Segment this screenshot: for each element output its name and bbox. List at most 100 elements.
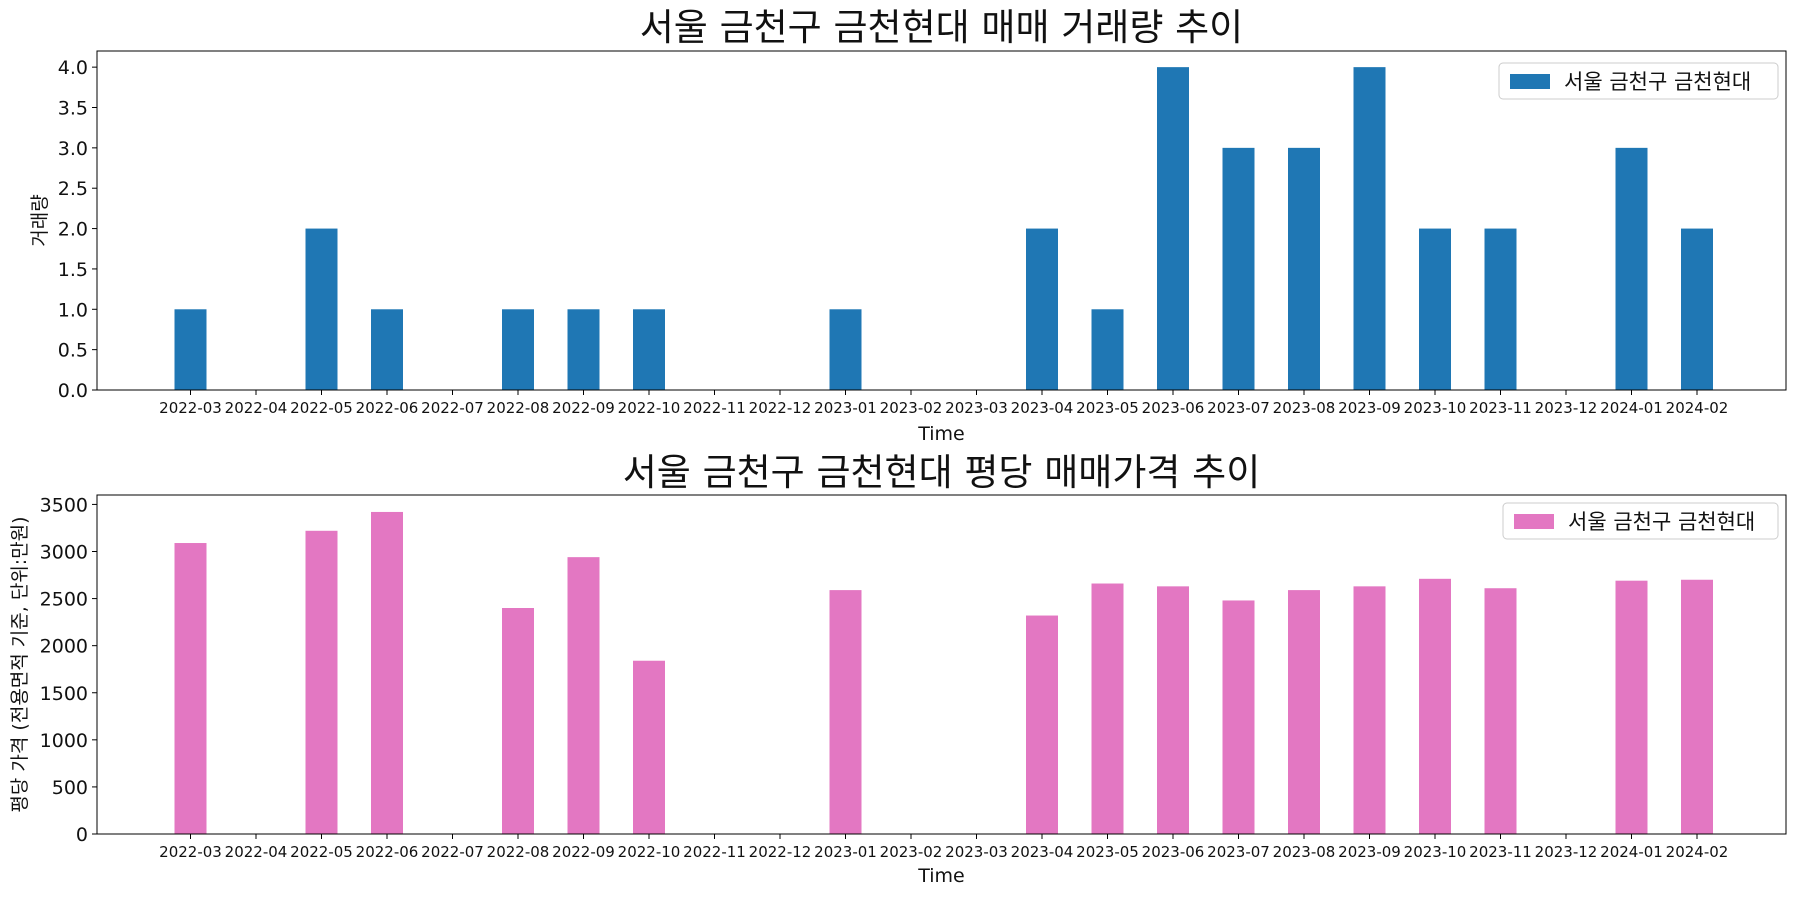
x-tick-label: 2022-03	[159, 843, 222, 861]
bar-2022-06	[371, 511, 403, 834]
x-tick-label: 2023-04	[1011, 399, 1074, 417]
y-tick-label: 2.5	[58, 178, 88, 200]
x-tick-label: 2023-09	[1338, 399, 1401, 417]
x-tick-label: 2022-12	[749, 843, 812, 861]
bar-2023-10	[1419, 228, 1451, 390]
x-tick-label: 2023-11	[1469, 399, 1532, 417]
x-axis-label: Time	[917, 865, 965, 887]
x-tick-label: 2022-07	[421, 843, 484, 861]
x-tick-label: 2022-11	[683, 843, 746, 861]
x-tick-label: 2023-08	[1273, 843, 1336, 861]
x-tick-label: 2022-05	[290, 399, 353, 417]
bar-2022-05	[305, 530, 338, 834]
chart-title: 서울 금천구 금천현대 평당 매매가격 추이	[623, 451, 1261, 494]
y-tick-label: 3.5	[58, 98, 88, 120]
y-tick-label: 3.0	[58, 138, 88, 160]
bar-2022-03	[174, 543, 207, 834]
bar-2023-05	[1091, 309, 1124, 390]
legend: 서울 금천구 금천현대	[1502, 502, 1779, 540]
x-tick-label: 2023-07	[1207, 843, 1270, 861]
x-tick-label: 2023-03	[945, 843, 1008, 861]
y-tick-label: 1500	[40, 683, 88, 705]
x-tick-label: 2023-12	[1535, 843, 1598, 861]
x-tick-label: 2022-08	[487, 843, 550, 861]
y-tick-label: 3000	[40, 542, 88, 564]
x-tick-label: 2023-02	[880, 399, 943, 417]
bar-2023-07	[1222, 600, 1255, 834]
x-tick-label: 2022-04	[225, 399, 288, 417]
y-tick-label: 1.5	[58, 259, 88, 281]
y-tick-label: 0	[76, 824, 88, 846]
x-tick-label: 2023-12	[1535, 399, 1598, 417]
x-tick-label: 2023-11	[1469, 843, 1532, 861]
x-tick-label: 2022-04	[225, 843, 288, 861]
y-axis-label: 평당 가격 (전용면적 기준, 단위:만원)	[9, 516, 31, 812]
x-tick-label: 2024-01	[1600, 399, 1663, 417]
x-tick-label: 2023-06	[1142, 843, 1205, 861]
bar-2023-10	[1419, 578, 1451, 834]
bar-2022-09	[567, 309, 600, 390]
bar-2022-10	[633, 309, 665, 390]
legend-box	[1498, 62, 1779, 100]
bar-2023-09	[1353, 67, 1386, 391]
x-tick-label: 2023-01	[814, 843, 877, 861]
chart-title: 서울 금천구 금천현대 매매 거래량 추이	[640, 6, 1243, 49]
x-tick-label: 2023-03	[945, 399, 1008, 417]
x-tick-label: 2023-04	[1011, 843, 1074, 861]
bar-2023-04	[1026, 615, 1058, 834]
x-tick-label: 2022-12	[749, 399, 812, 417]
x-tick-label: 2023-10	[1404, 399, 1467, 417]
x-tick-label: 2023-05	[1076, 843, 1139, 861]
plot-frame	[96, 50, 1787, 391]
bar-2022-10	[633, 660, 665, 834]
x-tick-label: 2022-06	[356, 399, 419, 417]
x-tick-label: 2022-06	[356, 843, 419, 861]
legend-label: 서울 금천구 금천현대	[1568, 510, 1755, 534]
bar-2023-09	[1353, 586, 1386, 834]
x-tick-label: 2023-08	[1273, 399, 1336, 417]
bar-2024-01	[1615, 147, 1648, 390]
x-tick-label: 2023-02	[880, 843, 943, 861]
plot-frame	[96, 494, 1787, 835]
y-tick-label: 2.0	[58, 219, 88, 241]
bar-2023-11	[1484, 228, 1517, 390]
x-tick-label: 2022-09	[552, 843, 615, 861]
y-tick-label: 1000	[40, 730, 88, 752]
x-tick-label: 2022-05	[290, 843, 353, 861]
x-axis-label: Time	[917, 423, 965, 445]
bar-2023-04	[1026, 228, 1058, 390]
bar-2023-08	[1288, 147, 1320, 390]
legend-swatch	[1514, 514, 1554, 529]
y-tick-label: 0.0	[58, 380, 88, 402]
bar-2023-11	[1484, 588, 1517, 834]
bar-2022-05	[305, 228, 338, 390]
x-tick-label: 2023-01	[814, 399, 877, 417]
bar-2023-06	[1157, 67, 1189, 391]
y-tick-label: 3500	[40, 494, 88, 516]
legend-swatch	[1510, 74, 1550, 89]
x-tick-label: 2023-10	[1404, 843, 1467, 861]
y-tick-label: 4.0	[58, 57, 88, 79]
x-tick-label: 2024-02	[1666, 843, 1729, 861]
legend: 서울 금천구 금천현대	[1498, 62, 1779, 100]
bar-2024-02	[1681, 579, 1713, 834]
x-tick-label: 2023-06	[1142, 399, 1205, 417]
bar-2022-08	[502, 608, 534, 834]
x-tick-label: 2024-01	[1600, 843, 1663, 861]
bar-2022-08	[502, 309, 534, 390]
bar-2023-05	[1091, 583, 1124, 834]
bar-2024-01	[1615, 580, 1648, 834]
y-tick-label: 2500	[40, 589, 88, 611]
x-tick-label: 2022-08	[487, 399, 550, 417]
y-tick-label: 1.0	[58, 299, 88, 321]
y-tick-label: 0.5	[58, 340, 88, 362]
bar-2022-03	[174, 309, 207, 390]
bar-2023-06	[1157, 586, 1189, 834]
bar-2023-07	[1222, 147, 1255, 390]
x-tick-label: 2023-07	[1207, 399, 1270, 417]
y-tick-label: 2000	[40, 636, 88, 658]
